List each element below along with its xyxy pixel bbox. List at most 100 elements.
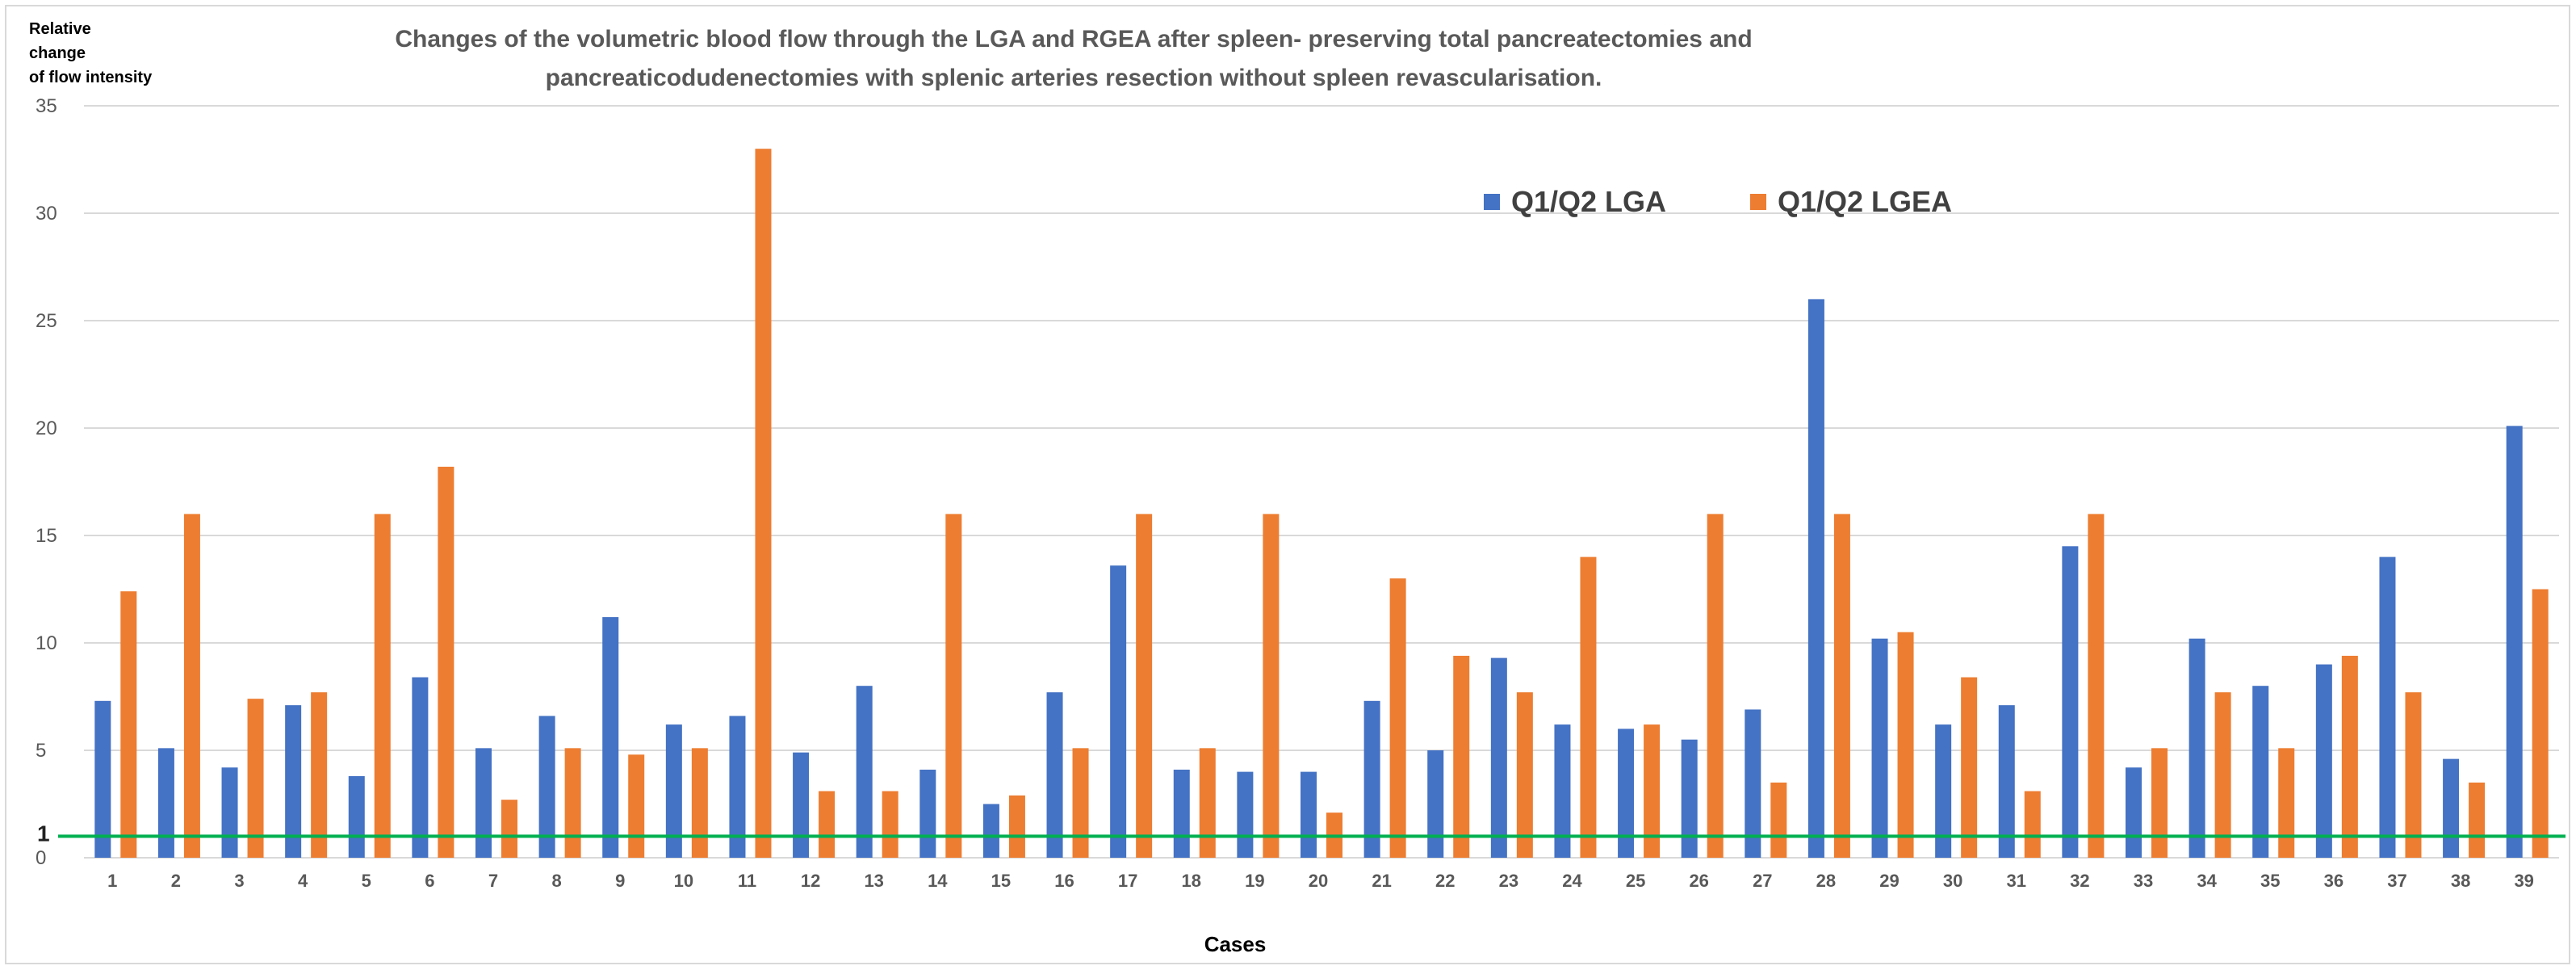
bars: [94, 149, 2549, 858]
bar-lgea: [1389, 578, 1406, 858]
bar-lga: [1871, 638, 1888, 858]
bar-lgea: [1580, 556, 1597, 858]
x-tick-label: 21: [1372, 871, 1391, 891]
x-tick-label: 28: [1816, 871, 1836, 891]
x-tick-label: 3: [234, 871, 244, 891]
bar-lgea: [2214, 692, 2231, 858]
x-tick-label: 39: [2514, 871, 2533, 891]
y-tick-label: 20: [36, 418, 57, 439]
bar-lgea: [311, 692, 328, 858]
bar-lgea: [247, 699, 264, 858]
bar-lga: [285, 705, 302, 858]
bar-lgea: [2405, 692, 2422, 858]
legend-label-lga: Q1/Q2 LGA: [1511, 185, 1666, 218]
x-tick-label: 36: [2324, 871, 2344, 891]
bar-lgea: [183, 514, 200, 858]
x-tick-label: 8: [551, 871, 561, 891]
bar-lga: [1935, 724, 1952, 858]
y-tick-label: 15: [36, 525, 57, 547]
bar-lgea: [2151, 748, 2168, 858]
bar-lga: [982, 804, 999, 858]
bar-lgea: [691, 748, 708, 858]
bar-lgea: [1833, 514, 1850, 858]
bar-lga: [2506, 426, 2523, 858]
bar-lga: [94, 700, 111, 858]
bar-lga: [602, 617, 619, 858]
y-axis-label-line-2: change: [29, 44, 86, 62]
bar-lga: [1618, 729, 1635, 858]
legend-label-lgea: Q1/Q2 LGEA: [1778, 185, 1952, 218]
bar-lga: [1681, 739, 1698, 858]
x-tick-label: 24: [1562, 871, 1582, 891]
bar-lga: [729, 716, 746, 858]
x-tick-label: 7: [488, 871, 498, 891]
bar-lgea: [2088, 514, 2105, 858]
bar-lga: [2126, 767, 2142, 858]
bar-lga: [1110, 565, 1127, 858]
x-tick-label: 19: [1245, 871, 1264, 891]
y-tick-label: 5: [36, 740, 46, 762]
bar-lga: [1301, 771, 1317, 858]
x-axis-label: Cases: [1204, 932, 1267, 956]
bar-lgea: [2532, 589, 2549, 858]
bar-lgea: [120, 591, 137, 858]
x-tick-label: 16: [1054, 871, 1074, 891]
bar-lgea: [501, 800, 517, 858]
legend: Q1/Q2 LGA Q1/Q2 LGEA: [1484, 185, 1952, 218]
x-tick-label: 6: [425, 871, 434, 891]
bar-lgea: [1516, 692, 1533, 858]
y-tick-label: 35: [36, 95, 57, 117]
bar-lga: [538, 716, 555, 858]
chart-title-line-2: pancreaticodudenectomies with splenic ar…: [546, 65, 1602, 91]
x-tick-label: 4: [298, 871, 308, 891]
y-axis-label-line-3: of flow intensity: [29, 69, 153, 86]
x-axis-ticks: 1 2 3 4 5 6 7 8 9 10 11 12 13 14 15 16 17 18 19 20 21 22 23 24 2…: [107, 871, 2534, 891]
x-tick-label: 29: [1879, 871, 1899, 891]
bar-lga: [2252, 686, 2269, 858]
bar-lgea: [1453, 655, 1470, 858]
bar-lgea: [628, 754, 645, 858]
bar-lgea: [1008, 795, 1025, 858]
x-tick-label: 20: [1309, 871, 1328, 891]
bar-lgea: [2469, 782, 2486, 858]
bar-lga: [665, 724, 682, 858]
bar-lgea: [1770, 782, 1787, 858]
bar-lga: [157, 748, 174, 858]
x-tick-label: 1: [107, 871, 117, 891]
bar-lga: [412, 677, 429, 858]
x-tick-label: 31: [2007, 871, 2026, 891]
legend-swatch-lga: [1484, 194, 1500, 210]
x-tick-label: 13: [864, 871, 883, 891]
chart-frame: [5, 5, 2570, 964]
bar-lgea: [438, 466, 454, 858]
bar-lga: [2189, 638, 2205, 858]
x-tick-label: 25: [1626, 871, 1645, 891]
x-tick-label: 32: [2070, 871, 2089, 891]
bar-lga: [1427, 750, 1444, 858]
x-tick-label: 5: [362, 871, 371, 891]
bar-lga: [2062, 546, 2079, 858]
bar-lga: [1745, 709, 1761, 858]
y-axis-label-line-1: Relative: [29, 20, 91, 38]
x-tick-label: 26: [1689, 871, 1708, 891]
bar-lgea: [374, 514, 391, 858]
x-tick-label: 33: [2134, 871, 2153, 891]
bar-lgea: [945, 514, 962, 858]
x-tick-label: 22: [1435, 871, 1455, 891]
x-tick-label: 2: [171, 871, 181, 891]
bar-lgea: [882, 791, 898, 858]
x-tick-label: 30: [1943, 871, 1962, 891]
bar-lgea: [1136, 514, 1153, 858]
bar-lgea: [564, 748, 581, 858]
y-axis-ticks: 0 5 10 15 20 25 30 35 1: [36, 95, 57, 869]
bar-lgea: [1897, 632, 1914, 858]
x-tick-label: 14: [928, 871, 948, 891]
x-tick-label: 23: [1499, 871, 1518, 891]
bar-lgea: [2341, 655, 2358, 858]
bar-lga: [793, 752, 810, 858]
bar-lga: [475, 748, 492, 858]
y-tick-label: 30: [36, 203, 57, 225]
x-tick-label: 11: [738, 871, 756, 891]
bar-lgea: [755, 149, 772, 858]
bar-lgea: [1644, 724, 1661, 858]
